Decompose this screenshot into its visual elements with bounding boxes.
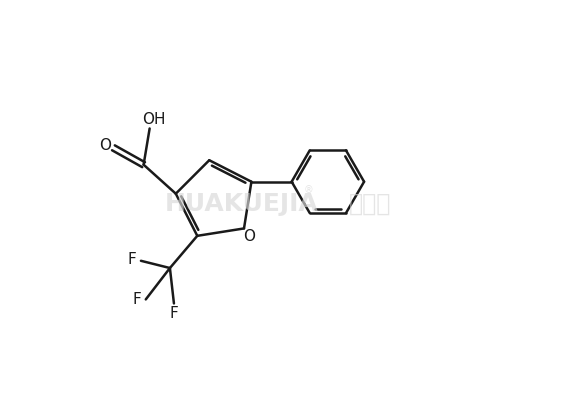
Text: ®: ® <box>303 185 313 195</box>
Text: F: F <box>133 292 142 307</box>
Text: F: F <box>169 306 178 321</box>
Text: HUAKUEJIA: HUAKUEJIA <box>165 192 318 216</box>
Text: OH: OH <box>142 112 165 127</box>
Text: O: O <box>243 229 255 244</box>
Text: F: F <box>128 253 136 268</box>
Text: 化学加: 化学加 <box>349 192 392 216</box>
Text: O: O <box>99 138 111 153</box>
